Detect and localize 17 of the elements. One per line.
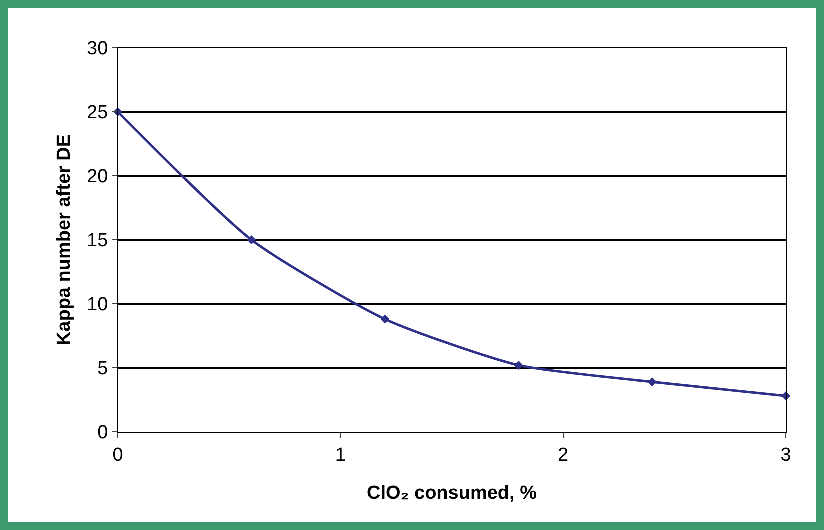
y-tick-label: 30 — [87, 38, 108, 60]
y-tick-label: 5 — [98, 358, 108, 380]
point — [648, 378, 657, 387]
point — [247, 235, 256, 245]
y-tick-label: 0 — [98, 422, 108, 444]
y-tick-label: 20 — [87, 166, 108, 188]
x-tick-label: 3 — [780, 444, 792, 466]
point — [514, 360, 524, 370]
x-axis-title: ClO₂ consumed, % — [367, 483, 538, 504]
y-tick-label: 25 — [87, 102, 108, 124]
x-tick-label: 0 — [112, 444, 124, 466]
y-tick-label: 15 — [87, 230, 108, 252]
point — [380, 314, 390, 324]
x-tick-label: 1 — [335, 444, 346, 466]
y-tick-label: 10 — [87, 294, 108, 316]
y-axis-title: Kappa number after DE — [54, 134, 75, 346]
x-tick-label: 2 — [558, 444, 569, 466]
